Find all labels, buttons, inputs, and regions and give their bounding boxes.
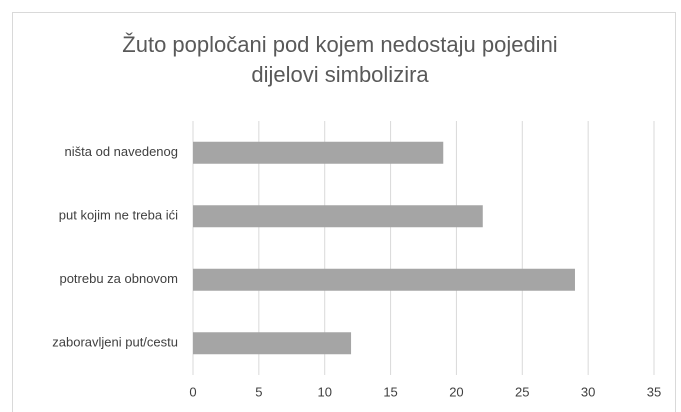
bar <box>193 332 352 355</box>
x-tick-label: 20 <box>449 384 463 399</box>
y-tick-label: put kojim ne treba ići <box>59 208 178 223</box>
chart-title: Žuto popločani pod kojem nedostaju pojed… <box>122 32 558 87</box>
bar <box>193 205 483 228</box>
x-tick-label: 15 <box>383 384 397 399</box>
x-tick-label: 5 <box>255 384 262 399</box>
x-tick-label: 35 <box>647 384 661 399</box>
x-tick-label: 10 <box>317 384 331 399</box>
x-tick-label: 0 <box>189 384 196 399</box>
y-tick-label: potrebu za obnovom <box>59 271 178 286</box>
x-tick-label: 25 <box>515 384 529 399</box>
y-tick-label: ništa od navedenog <box>65 144 178 159</box>
bar <box>193 141 444 164</box>
chart-frame <box>12 12 676 412</box>
y-tick-label: zaboravljeni put/cestu <box>52 335 178 350</box>
x-tick-label: 30 <box>581 384 595 399</box>
bar <box>193 268 575 291</box>
